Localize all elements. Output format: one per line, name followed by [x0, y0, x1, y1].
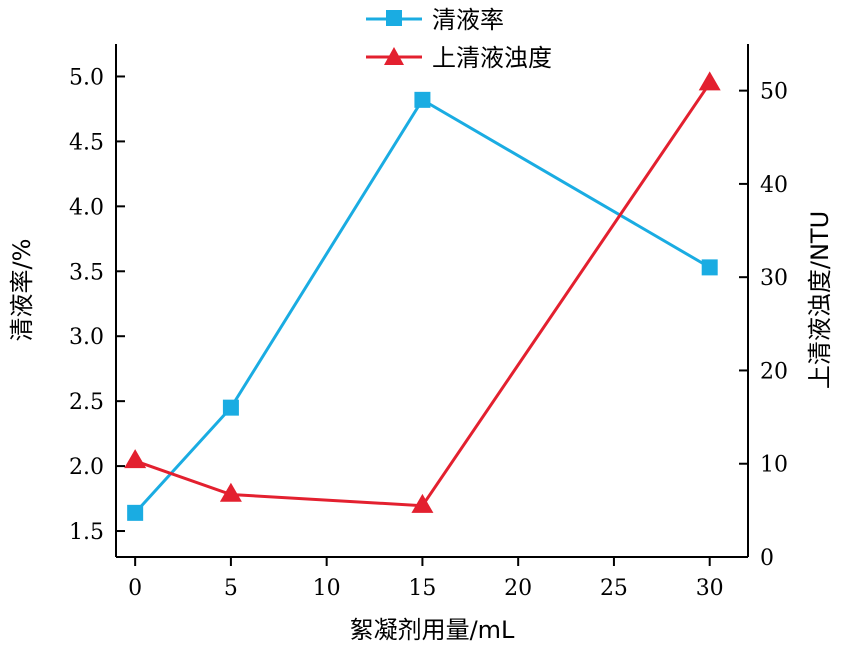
y-right-tick-label-3: 30: [760, 266, 788, 291]
y-left-tick-label-4: 3.5: [69, 260, 104, 285]
series-0-point-1: [222, 399, 239, 416]
series-line-1: [134, 82, 711, 508]
y-right-tick-label-4: 40: [760, 173, 788, 198]
x-tick-label-2: 10: [313, 576, 341, 601]
x-tick-label-3: 15: [408, 576, 436, 601]
series-0-point-3: [701, 259, 718, 276]
legend-marker-square: [386, 10, 402, 26]
series-1-point-1: [219, 482, 242, 502]
legend-item-0: 清液率: [366, 6, 504, 34]
legend-item-1: 上清液浊度: [366, 44, 552, 72]
series-0-point-2: [414, 91, 431, 108]
x-axis-title: 絮凝剂用量/mL: [350, 616, 515, 644]
legend: 清液率 上清液浊度: [366, 6, 552, 72]
y-left-tick-label-5: 4.0: [69, 195, 104, 220]
series-1-point-3: [698, 71, 721, 91]
x-tick-label-0: 0: [128, 576, 142, 601]
y-left-tick-label-0: 1.5: [69, 520, 104, 545]
y-right-tick-label-0: 0: [760, 546, 774, 571]
y-left-tick-label-7: 5.0: [69, 65, 104, 90]
y-left-axis-title: 清液率/%: [8, 239, 36, 342]
y-right-axis-title: 上清液浊度/NTU: [806, 211, 834, 389]
y-left-tick-label-3: 3.0: [69, 325, 104, 350]
y-left-tick-label-6: 4.5: [69, 130, 104, 155]
ticks: 0 5 10 15 20 25 30 1.5 2.0 2.5 3.0 3.5 4.0 4.5 5.0 0 10 2…: [69, 65, 788, 601]
series-layer: [124, 71, 721, 521]
y-right-tick-label-5: 50: [760, 80, 788, 105]
y-left-tick-label-1: 2.0: [69, 455, 104, 480]
axes: [115, 44, 749, 558]
x-tick-label-1: 5: [224, 576, 238, 601]
legend-label-1: 上清液浊度: [432, 44, 552, 72]
y-right-tick-label-2: 20: [760, 359, 788, 384]
series-1-point-2: [411, 493, 434, 513]
x-tick-label-5: 25: [600, 576, 628, 601]
x-tick-label-6: 30: [696, 576, 724, 601]
series-0-point-0: [127, 504, 144, 521]
x-tick-label-4: 20: [504, 576, 532, 601]
legend-marker-triangle: [384, 47, 404, 65]
series-line-0: [134, 97, 711, 514]
y-right-tick-label-1: 10: [760, 453, 788, 478]
legend-label-0: 清液率: [432, 6, 504, 34]
series-1-point-0: [124, 449, 147, 469]
y-left-tick-label-2: 2.5: [69, 390, 104, 415]
